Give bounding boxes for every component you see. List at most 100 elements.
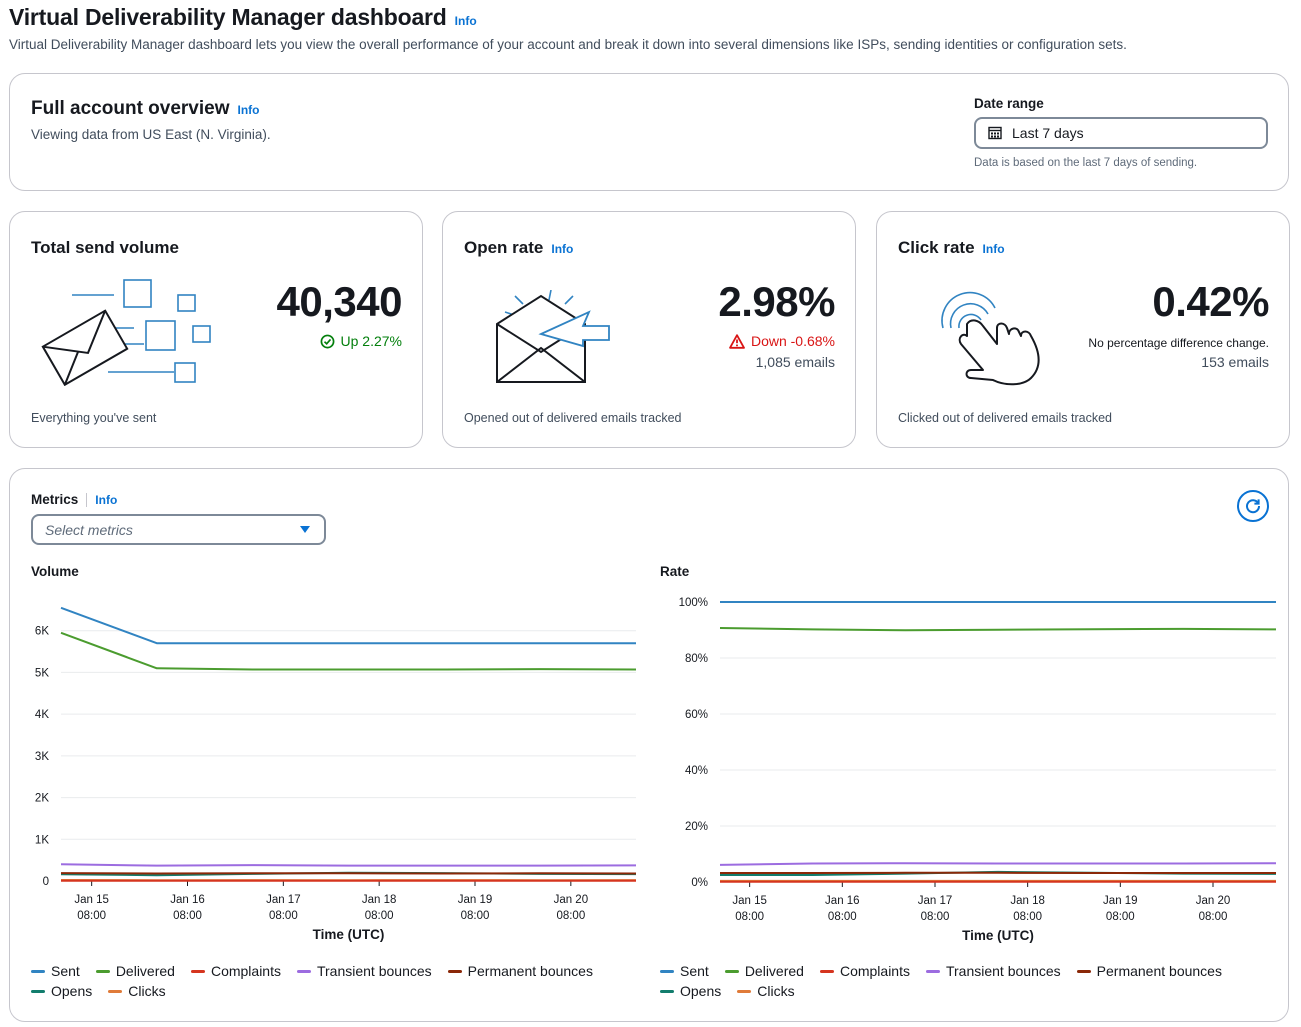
page-info-link[interactable]: Info — [454, 14, 477, 28]
x-tick-time-label: 08:00 — [556, 910, 585, 922]
legend-item-transient[interactable]: Transient bounces — [925, 963, 1061, 979]
click-rate-value: 0.42% — [1152, 278, 1269, 325]
volume-chart-title: Volume — [31, 564, 79, 579]
legend-item-clicks[interactable]: Clicks — [737, 983, 795, 999]
date-range-value: Last 7 days — [1012, 125, 1084, 141]
rate-chart: 0% 20% 40% 60% 80% 100% Jan 15 08:00 Jan 16 08:00… — [679, 597, 1277, 943]
click-rate-sub: 153 emails — [1201, 354, 1269, 370]
metrics-label: Metrics — [31, 492, 79, 507]
total-send-volume-card: Total send volume 40,340 Up 2.27% Everyt… — [9, 211, 423, 448]
y-tick-label: 1K — [35, 834, 49, 846]
x-tick-time-label: 08:00 — [77, 910, 106, 922]
x-tick-time-label: 08:00 — [461, 910, 490, 922]
open-rate-footer: Opened out of delivered emails tracked — [464, 411, 682, 425]
legend-label: Delivered — [744, 963, 804, 979]
open-rate-title: Open rate — [464, 238, 544, 257]
volume-chart: 0 1K 2K 3K 4K 5K 6K Jan 15 08:00 Jan 16 08:00 Jan 1… — [35, 606, 637, 942]
legend-swatch — [660, 969, 674, 973]
legend-item-delivered[interactable]: Delivered — [95, 963, 175, 979]
legend-label: Permanent bounces — [467, 963, 593, 979]
select-metrics-placeholder: Select metrics — [45, 521, 133, 538]
send-volume-delta-text: Up 2.27% — [340, 333, 402, 349]
legend-swatch — [31, 989, 45, 993]
open-rate-card: Open rate Info 2.98% Down -0.68% 1,085 e… — [442, 211, 856, 448]
x-tick-time-label: 08:00 — [921, 911, 950, 923]
y-tick-label: 20% — [685, 821, 708, 833]
x-tick-label: Jan 16 — [170, 894, 205, 906]
open-rate-sub: 1,085 emails — [755, 354, 835, 370]
y-tick-label: 4K — [35, 709, 49, 721]
legend-item-clicks[interactable]: Clicks — [108, 983, 166, 999]
legend-label: Permanent bounces — [1096, 963, 1222, 979]
date-range-label: Date range — [974, 96, 1044, 111]
legend-label: Complaints — [210, 963, 281, 979]
page-description: Virtual Deliverability Manager dashboard… — [9, 37, 1127, 52]
click-rate-info-link[interactable]: Info — [982, 242, 1005, 256]
legend-item-sent[interactable]: Sent — [660, 963, 709, 979]
warning-icon — [729, 333, 745, 349]
refresh-icon — [1246, 499, 1261, 514]
legend-item-transient[interactable]: Transient bounces — [296, 963, 432, 979]
full-account-overview-panel: Full account overview Info Viewing data … — [9, 73, 1289, 191]
legend-swatch — [447, 969, 462, 973]
series-line-sent[interactable] — [60, 606, 636, 645]
legend-item-complaints[interactable]: Complaints — [819, 963, 910, 979]
legend-item-delivered[interactable]: Delivered — [724, 963, 804, 979]
select-metrics-dropdown[interactable]: Select metrics — [31, 514, 326, 545]
legend-item-opens[interactable]: Opens — [660, 983, 721, 999]
series-line-delivered[interactable] — [60, 631, 637, 671]
legend-swatch — [31, 969, 45, 973]
page-title: Virtual Deliverability Manager dashboard — [9, 4, 447, 30]
x-tick-label: Jan 15 — [74, 894, 109, 906]
legend-item-opens[interactable]: Opens — [31, 983, 92, 999]
legend-label: Transient bounces — [316, 963, 432, 979]
x-tick-label: Jan 18 — [362, 894, 397, 906]
rate-chart-title: Rate — [660, 564, 690, 579]
send-volume-value: 40,340 — [276, 278, 403, 325]
legend-label: Clicks — [757, 983, 795, 999]
y-tick-label: 0% — [691, 877, 708, 889]
legend-swatch — [819, 969, 834, 973]
series-line-delivered[interactable] — [719, 627, 1277, 632]
x-tick-label: Jan 16 — [825, 895, 860, 907]
check-circle-icon — [320, 334, 334, 348]
legend-swatch — [737, 989, 752, 993]
legend-label: Complaints — [839, 963, 910, 979]
envelope-send-illustration-icon — [41, 279, 211, 386]
refresh-button[interactable] — [1237, 490, 1269, 522]
legend-swatch — [1076, 969, 1091, 973]
x-tick-label: Jan 19 — [458, 894, 493, 906]
legend-swatch — [925, 969, 940, 973]
legend-swatch — [108, 989, 123, 993]
calendar-icon — [988, 126, 1002, 140]
legend-item-complaints[interactable]: Complaints — [190, 963, 281, 979]
legend-swatch — [660, 989, 674, 993]
overview-info-link[interactable]: Info — [237, 103, 260, 117]
y-tick-label: 3K — [35, 751, 49, 763]
y-tick-label: 100% — [679, 597, 708, 609]
open-rate-delta: Down -0.68% — [729, 333, 835, 349]
date-range: Date range Last 7 days Data is based on … — [974, 96, 1268, 169]
legend-swatch — [95, 969, 110, 973]
page-header: Virtual Deliverability Manager dashboard… — [9, 4, 1289, 52]
x-tick-label: Jan 17 — [918, 895, 953, 907]
metrics-label-divider — [86, 492, 88, 507]
y-tick-label: 0 — [43, 876, 49, 888]
y-tick-label: 40% — [685, 765, 708, 777]
legend-item-sent[interactable]: Sent — [31, 963, 80, 979]
series-line-transient[interactable] — [719, 862, 1277, 866]
overview-title: Full account overview — [31, 98, 230, 119]
series-line-transient[interactable] — [60, 863, 637, 867]
click-rate-title: Click rate — [898, 238, 975, 257]
metrics-info-link[interactable]: Info — [95, 492, 118, 507]
date-range-picker[interactable]: Last 7 days — [974, 117, 1268, 149]
legend-item-permanent[interactable]: Permanent bounces — [1076, 963, 1222, 979]
click-rate-footer: Clicked out of delivered emails tracked — [898, 411, 1112, 425]
click-rate-card: Click rate Info 0.42% No percentage diff… — [876, 211, 1290, 448]
x-tick-label: Jan 20 — [554, 894, 589, 906]
open-rate-value: 2.98% — [718, 278, 835, 325]
legend-item-permanent[interactable]: Permanent bounces — [447, 963, 593, 979]
open-rate-info-link[interactable]: Info — [551, 242, 574, 256]
x-tick-time-label: 08:00 — [1106, 911, 1135, 923]
legend-label: Sent — [680, 963, 709, 979]
